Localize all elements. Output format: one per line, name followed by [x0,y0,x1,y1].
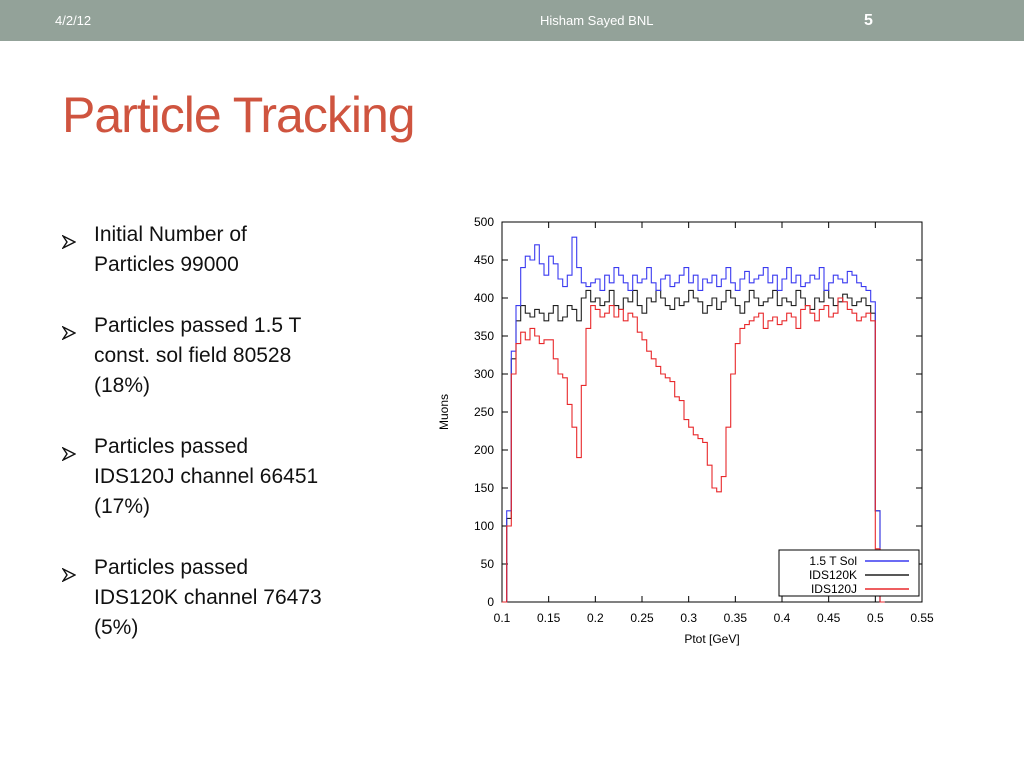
series-line-1 [502,289,885,603]
arrow-bullet-icon [60,228,77,258]
legend-label: IDS120J [811,582,857,596]
arrow-bullet-icon [60,561,77,591]
series-line-2 [502,297,885,603]
y-tick-label: 0 [487,595,494,609]
x-tick-label: 0.1 [494,611,511,625]
x-tick-label: 0.5 [867,611,884,625]
x-tick-label: 0.15 [537,611,561,625]
x-tick-label: 0.25 [630,611,654,625]
y-tick-label: 150 [474,481,494,495]
bullet-text: (5%) [94,616,139,639]
bullet-item: Particles passed 1.5 T const. sol field … [60,311,392,401]
y-tick-label: 200 [474,443,494,457]
x-tick-label: 0.2 [587,611,604,625]
series-line-0 [502,236,885,603]
bullet-text: Particles passed [94,556,249,579]
arrow-bullet-icon [60,440,77,470]
bullet-text: IDS120J channel 66451 [94,465,319,488]
y-tick-label: 500 [474,215,494,229]
bullet-text: Particles passed 1.5 T [94,314,302,337]
y-tick-label: 50 [481,557,495,571]
bullet-list: Initial Number of Particles 99000 Partic… [60,220,392,674]
y-tick-label: 400 [474,291,494,305]
arrow-bullet-icon [60,319,77,349]
bullet-item: Initial Number of Particles 99000 [60,220,392,280]
bullet-text: Particles passed [94,435,249,458]
y-tick-label: 350 [474,329,494,343]
x-tick-label: 0.35 [724,611,748,625]
header-bar: 4/2/12 Hisham Sayed BNL 5 [0,0,1024,41]
header-author: Hisham Sayed BNL [540,13,654,28]
bullet-item: Particles passed IDS120K channel 76473 (… [60,553,392,643]
bullet-text: IDS120K channel 76473 [94,586,322,609]
slide-number: 5 [864,12,873,29]
bullet-text: (18%) [94,374,151,397]
bullet-text: Initial Number of [94,223,247,246]
y-tick-label: 450 [474,253,494,267]
x-axis-label: Ptot [GeV] [684,632,739,646]
x-tick-label: 0.4 [774,611,791,625]
slide-title: Particle Tracking [62,87,416,143]
bullet-text: (17%) [94,495,151,518]
bullet-item: Particles passed IDS120J channel 66451 (… [60,432,392,522]
legend-label: IDS120K [809,568,857,582]
legend-label: 1.5 T Sol [809,554,857,568]
x-tick-label: 0.45 [817,611,841,625]
bullet-text: Particles 99000 [94,253,239,276]
y-tick-label: 300 [474,367,494,381]
x-tick-label: 0.3 [680,611,697,625]
y-tick-label: 100 [474,519,494,533]
bullet-text: const. sol field 80528 [94,344,292,367]
muons-histogram-chart: 0 50 100 150 200 250 300 350 400 450 500 0.1 0.15 0.2… [437,215,934,646]
x-tick-label: 0.55 [910,611,934,625]
y-tick-label: 250 [474,405,494,419]
y-axis-label: Muons [437,394,451,430]
header-date: 4/2/12 [55,13,92,28]
